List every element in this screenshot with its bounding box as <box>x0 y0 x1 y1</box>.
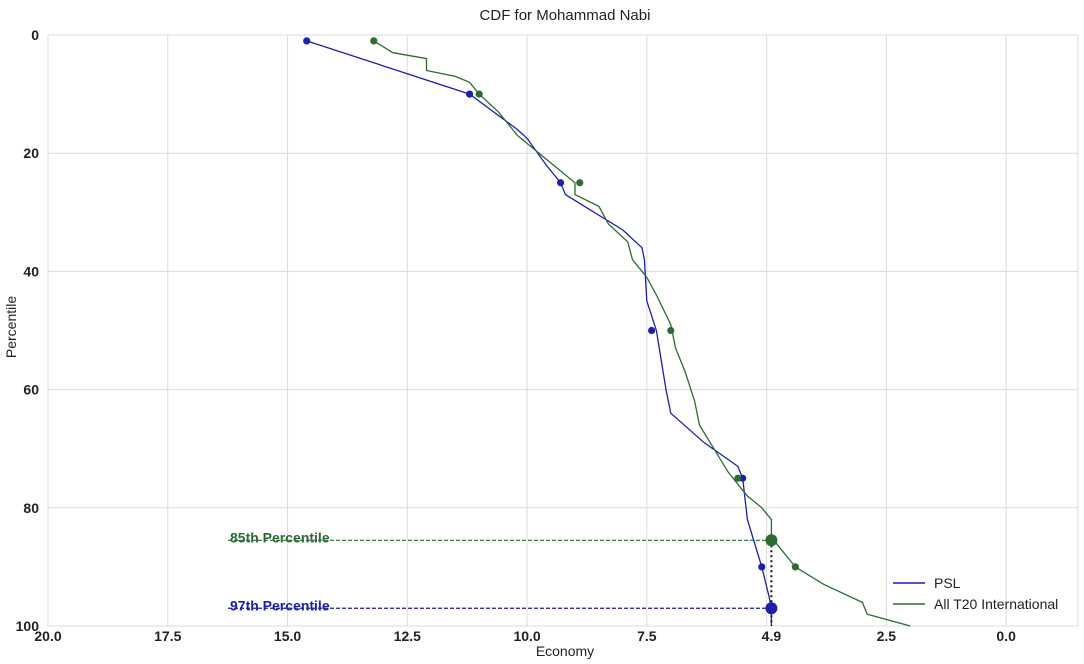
series-point <box>557 179 565 187</box>
y-tick-label: 60 <box>23 382 39 398</box>
series-point <box>758 563 766 571</box>
x-axis-title: Economy <box>536 643 594 659</box>
percentile-label: 85th Percentile <box>230 529 330 545</box>
highlight-markers <box>765 534 778 615</box>
y-tick-label: 100 <box>16 618 40 634</box>
y-axis-title: Percentile <box>3 296 19 358</box>
x-tick-label: 12.5 <box>394 628 421 644</box>
highlight-point <box>765 534 778 547</box>
legend: PSL All T20 International <box>893 575 1058 612</box>
series-point <box>791 563 799 571</box>
highlight-point <box>765 602 778 615</box>
series-line-0 <box>306 40 773 626</box>
x-tick-label: 20.0 <box>34 628 61 644</box>
y-tick-labels: 0 20 40 60 80 100 <box>16 27 40 634</box>
series-point <box>648 326 656 335</box>
x-tick-label: 2.5 <box>877 628 897 644</box>
legend-label-psl: PSL <box>934 575 961 591</box>
x-tick-labels: 20.0 17.5 15.0 12.5 10.0 7.5 4.9 2.5 0.0 <box>34 628 1016 644</box>
series-point <box>370 37 378 45</box>
series-point <box>475 90 483 98</box>
legend-label-t20: All T20 International <box>934 596 1058 612</box>
x-tick-label: 0.0 <box>996 628 1016 644</box>
percentile-label: 97th Percentile <box>230 597 330 613</box>
series-point <box>576 179 584 187</box>
y-tick-label: 0 <box>31 27 39 43</box>
x-tick-label: 15.0 <box>274 628 301 644</box>
x-tick-label: 7.5 <box>637 628 657 644</box>
x-tick-label: 17.5 <box>154 628 181 644</box>
x-tick-label: 4.9 <box>762 628 782 644</box>
series-point <box>465 90 474 98</box>
series-point <box>303 37 311 45</box>
y-tick-label: 80 <box>23 500 39 516</box>
y-tick-label: 20 <box>23 145 39 161</box>
series-point <box>734 474 742 482</box>
plot-frame <box>47 34 1079 627</box>
series-point <box>667 326 675 335</box>
y-tick-label: 40 <box>23 263 39 279</box>
x-tick-label: 10.0 <box>513 628 540 644</box>
chart-title: CDF for Mohammad Nabi <box>480 7 651 24</box>
